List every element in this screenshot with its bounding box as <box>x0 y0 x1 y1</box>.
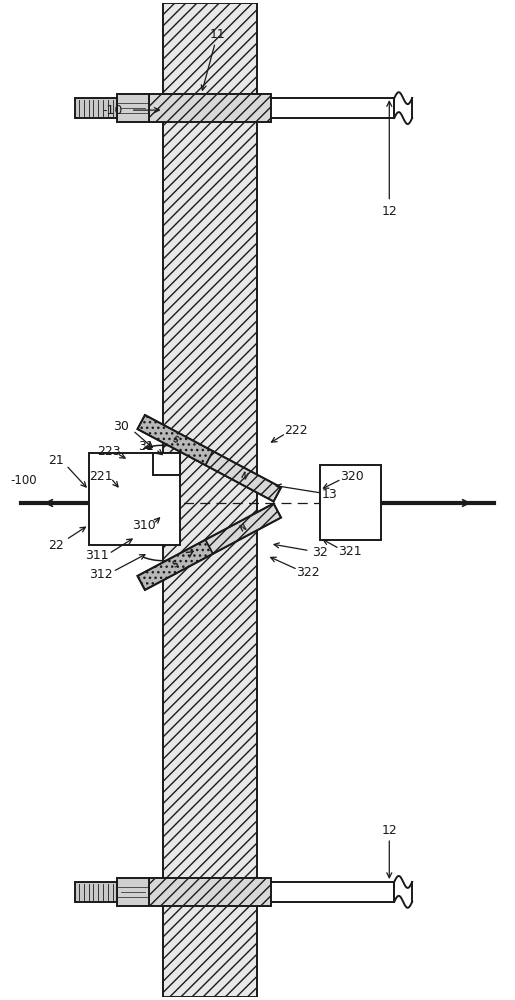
Bar <box>149 878 271 906</box>
Bar <box>320 465 381 540</box>
Text: 13: 13 <box>322 488 337 501</box>
Bar <box>117 94 149 122</box>
Text: N: N <box>238 471 248 482</box>
Text: 32: 32 <box>312 546 328 559</box>
Text: -100: -100 <box>10 474 37 487</box>
Text: 30: 30 <box>113 420 129 433</box>
Text: 222: 222 <box>284 424 307 437</box>
Text: S: S <box>171 560 180 570</box>
Text: 320: 320 <box>339 470 364 483</box>
Text: 12: 12 <box>382 824 397 837</box>
Text: 12: 12 <box>382 205 397 218</box>
Text: 223: 223 <box>97 445 121 458</box>
Text: 221: 221 <box>89 470 113 483</box>
Polygon shape <box>138 415 213 465</box>
Text: -10: -10 <box>102 104 123 117</box>
Text: N: N <box>238 523 248 534</box>
Text: 311: 311 <box>85 549 109 562</box>
Text: 31: 31 <box>138 440 153 453</box>
Text: 322: 322 <box>296 566 319 579</box>
Bar <box>163 3 257 997</box>
Text: 21: 21 <box>48 454 64 467</box>
Text: 22: 22 <box>48 539 64 552</box>
Bar <box>257 882 394 902</box>
Text: 11: 11 <box>209 28 225 41</box>
Polygon shape <box>205 451 281 501</box>
Text: 310: 310 <box>132 519 156 532</box>
Bar <box>75 882 117 902</box>
Bar <box>152 453 180 475</box>
Text: S: S <box>171 435 180 445</box>
Bar <box>149 94 271 122</box>
Bar <box>75 98 117 118</box>
Polygon shape <box>138 540 213 590</box>
Bar <box>257 98 394 118</box>
Text: 312: 312 <box>89 568 113 581</box>
Polygon shape <box>205 504 281 554</box>
Bar <box>117 878 149 906</box>
Bar <box>89 453 180 545</box>
Text: 321: 321 <box>338 545 362 558</box>
